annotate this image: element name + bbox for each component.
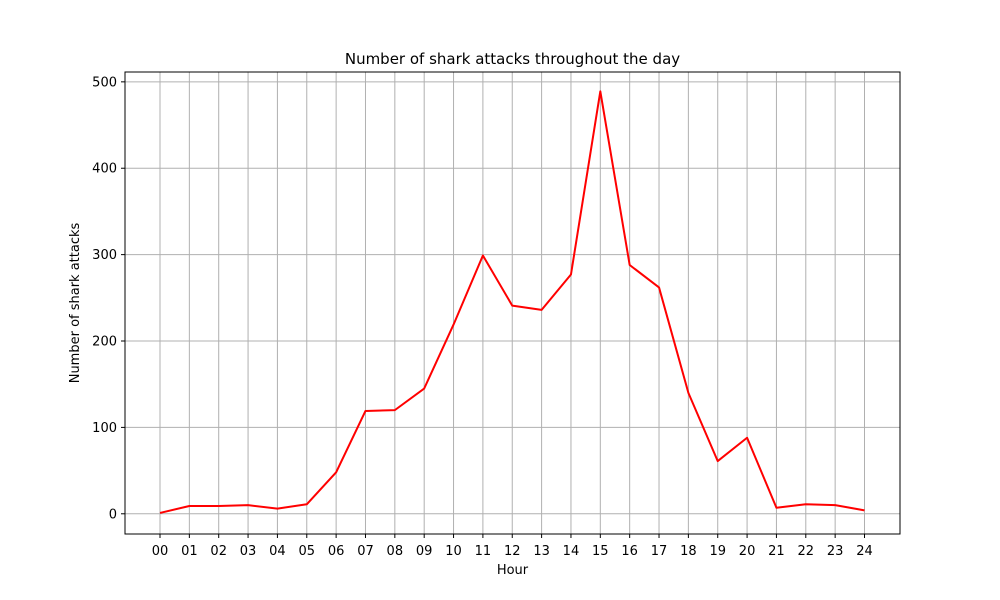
x-tick-label: 07 [357,544,374,559]
y-tick-label: 400 [92,162,117,177]
y-tick-label: 200 [92,335,117,350]
x-tick-label: 10 [445,544,462,559]
x-tick-label: 01 [181,544,198,559]
series-line [159,90,865,514]
x-tick-label: 06 [328,544,345,559]
x-tick-label: 22 [798,544,815,559]
x-tick-label: 15 [592,544,609,559]
y-tick-label: 100 [92,421,117,436]
y-axis: 0 100 200 300 400 500 [92,75,125,522]
x-tick-label: 00 [152,544,169,559]
x-tick-label: 18 [680,544,697,559]
x-tick-label: 03 [240,544,257,559]
x-tick-label: 08 [387,544,404,559]
y-tick-label: 300 [92,248,117,263]
y-axis-label: Number of shark attacks [68,222,83,383]
x-tick-label: 04 [269,544,286,559]
chart-title: Number of shark attacks throughout the d… [345,50,680,68]
x-tick-label: 13 [533,544,550,559]
grid-lines [125,72,900,534]
x-tick-label: 17 [651,544,668,559]
x-tick-label: 09 [416,544,433,559]
x-tick-label: 05 [298,544,315,559]
x-tick-label: 24 [856,544,873,559]
x-tick-label: 23 [827,544,844,559]
x-axis-label: Hour [497,563,529,578]
x-tick-label: 21 [768,544,785,559]
x-tick-label: 20 [739,544,756,559]
x-tick-label: 14 [563,544,580,559]
x-tick-label: 19 [709,544,726,559]
x-tick-label: 16 [621,544,638,559]
y-tick-label: 0 [109,507,117,522]
series-layer [159,90,865,514]
y-tick-label: 500 [92,75,117,90]
x-axis: 00 01 02 03 04 05 06 07 08 09 10 11 12 13 14 15 16 17 18 19… [152,534,873,559]
x-tick-label: 12 [504,544,521,559]
x-tick-label: 11 [475,544,492,559]
x-tick-label: 02 [210,544,227,559]
